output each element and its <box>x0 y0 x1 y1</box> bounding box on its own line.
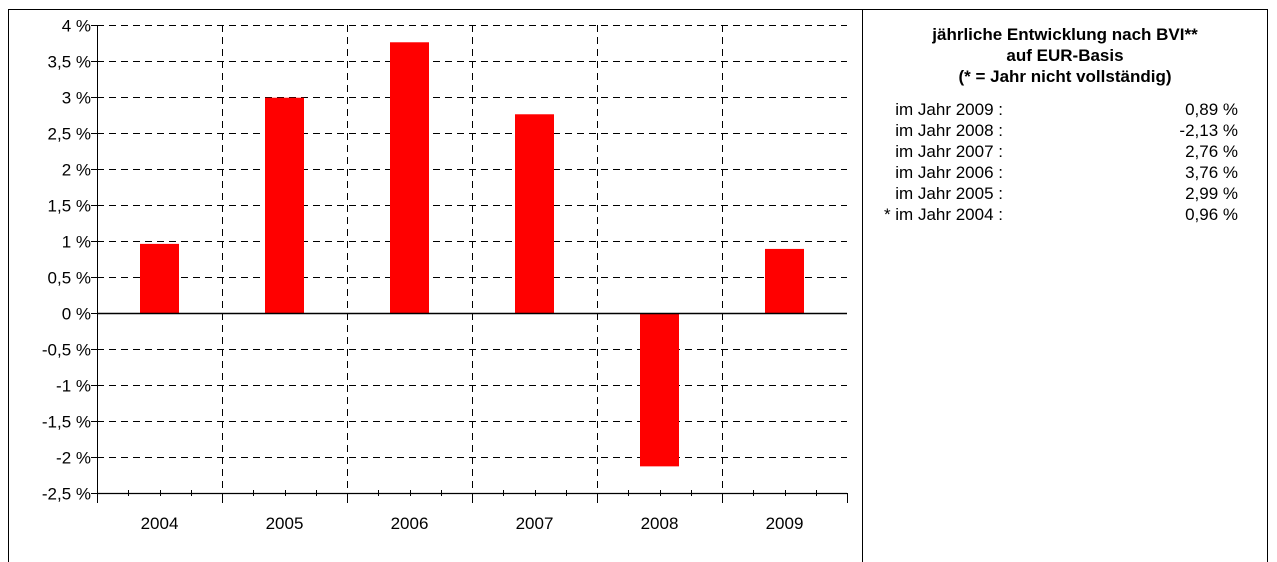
bar-2005 <box>265 97 304 313</box>
y-tick-label: 3,5 % <box>48 53 91 72</box>
summary-row-label: im Jahr 2005 : <box>895 184 1003 203</box>
summary-row-label: im Jahr 2006 : <box>895 163 1003 182</box>
y-tick-label: -2 % <box>56 449 91 468</box>
x-tick-label: 2008 <box>641 514 679 533</box>
summary-title: jährliche Entwicklung nach BVI** auf EUR… <box>864 24 1266 87</box>
bar-2007 <box>515 114 554 313</box>
summary-row-label: im Jahr 2007 : <box>895 142 1003 161</box>
y-tick-label: -1,5 % <box>42 413 91 432</box>
summary-title-line-3: (* = Jahr nicht vollständig) <box>958 67 1172 86</box>
x-tick-label: 2005 <box>266 514 304 533</box>
summary-row-value: 3,76 % <box>1185 163 1238 182</box>
y-tick-label: 1,5 % <box>48 197 91 216</box>
summary-row-value: -2,13 % <box>1179 121 1238 140</box>
y-tick-label: 1 % <box>62 233 91 252</box>
bar-2004 <box>140 243 179 313</box>
y-tick-label: 4 % <box>62 17 91 36</box>
y-tick-label: -1 % <box>56 377 91 396</box>
summary-row: im Jahr 2007 : 2,76 % <box>864 141 1266 162</box>
bar-chart: 4 % 3,5 % 3 % 2,5 % 2 % 1,5 % 1 % 0,5 % 0 % -0,5 … <box>42 17 848 533</box>
summary-row-value: 2,76 % <box>1185 142 1238 161</box>
summary-row-value: 0,89 % <box>1185 100 1238 119</box>
summary-row: * im Jahr 2004 : 0,96 % <box>864 204 1266 225</box>
x-tick-label: 2007 <box>516 514 554 533</box>
bar-2009 <box>765 248 804 313</box>
summary-row-label: im Jahr 2009 : <box>895 100 1003 119</box>
y-tick-label: 0 % <box>62 305 91 324</box>
summary-row-label: * im Jahr 2004 : <box>883 205 1003 224</box>
summary-row-value: 0,96 % <box>1185 205 1238 224</box>
bar-2008 <box>640 313 679 467</box>
chart-frame <box>8 9 1268 562</box>
y-tick-label: 0,5 % <box>48 269 91 288</box>
summary-rows: im Jahr 2009 : 0,89 % im Jahr 2008 : -2,… <box>864 99 1266 225</box>
y-tick-label: 3 % <box>62 89 91 108</box>
y-tick-label: -0,5 % <box>42 341 91 360</box>
summary-row: im Jahr 2009 : 0,89 % <box>864 99 1266 120</box>
summary-row-label: im Jahr 2008 : <box>895 121 1003 140</box>
summary-row: im Jahr 2005 : 2,99 % <box>864 183 1266 204</box>
performance-summary: jährliche Entwicklung nach BVI** auf EUR… <box>864 24 1266 225</box>
y-tick-label: 2,5 % <box>48 125 91 144</box>
summary-row: im Jahr 2006 : 3,76 % <box>864 162 1266 183</box>
summary-title-line-1: jährliche Entwicklung nach BVI** <box>932 25 1198 44</box>
x-tick-label: 2009 <box>766 514 804 533</box>
summary-title-line-2: auf EUR-Basis <box>1006 46 1124 65</box>
panel-divider <box>862 9 863 562</box>
y-tick-label: -2,5 % <box>42 485 91 504</box>
bar-2006 <box>390 42 429 313</box>
x-tick-label: 2004 <box>141 514 179 533</box>
summary-row: im Jahr 2008 : -2,13 % <box>864 120 1266 141</box>
y-tick-label: 2 % <box>62 161 91 180</box>
summary-row-value: 2,99 % <box>1185 184 1238 203</box>
x-tick-label: 2006 <box>391 514 429 533</box>
